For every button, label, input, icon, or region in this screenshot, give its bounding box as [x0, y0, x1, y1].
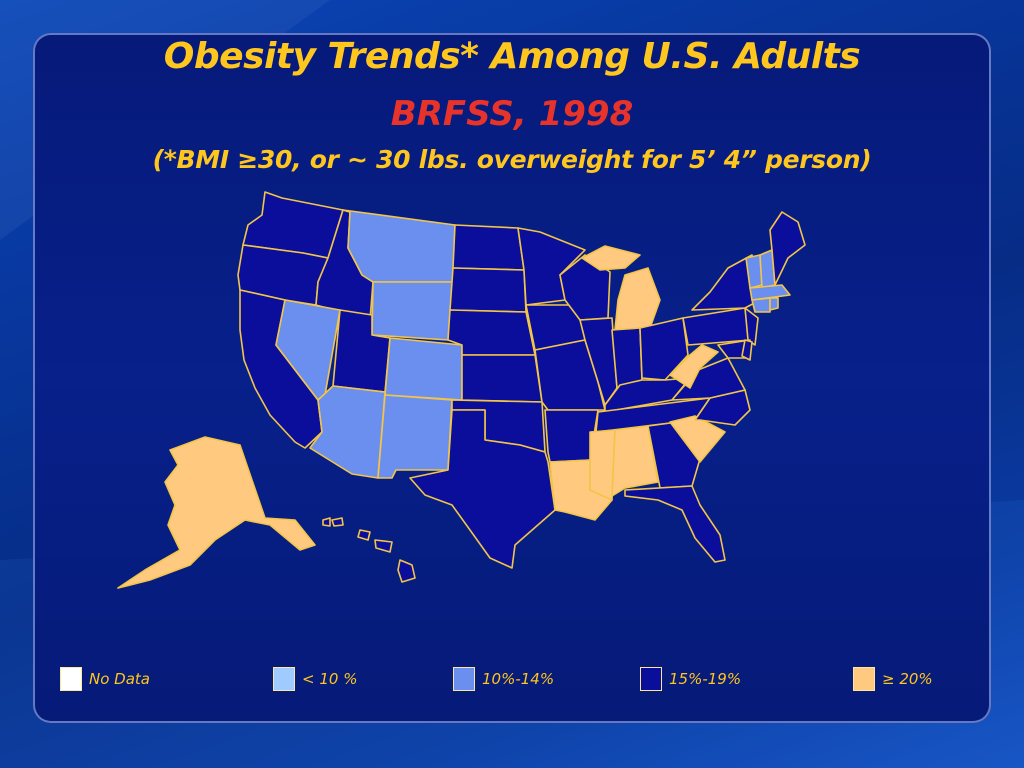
state-wy	[371, 281, 454, 341]
legend-swatch	[453, 667, 475, 691]
state-hi-2	[331, 517, 344, 527]
state-nm	[377, 394, 453, 479]
legend-label: 15%-19%	[669, 670, 742, 688]
legend-15-19: 15%-19%	[640, 665, 741, 693]
page-title: Obesity Trends* Among U.S. Adults	[163, 36, 861, 77]
state-sd	[449, 267, 527, 313]
state-wv	[669, 344, 719, 389]
legend-label: 10%-14%	[482, 670, 555, 688]
state-ms	[589, 429, 616, 501]
legend-swatch	[640, 667, 662, 691]
state-hi-5	[397, 559, 416, 583]
state-hi-3	[357, 529, 371, 541]
state-mt	[342, 209, 456, 283]
legend-10-14: 10%-14%	[453, 665, 554, 693]
state-co	[384, 337, 463, 401]
legend-no-data: No Data	[60, 665, 150, 693]
state-ri	[769, 297, 779, 311]
bmi-note: (*BMI ≥30, or ~ 30 lbs. overweight for 5…	[152, 145, 872, 174]
legend-label: ≥ 20%	[882, 670, 933, 688]
state-de	[741, 339, 753, 361]
legend-label: < 10 %	[302, 670, 358, 688]
legend-swatch	[853, 667, 875, 691]
state-sc	[669, 415, 726, 463]
state-fl	[624, 485, 726, 563]
state-nd	[452, 224, 525, 271]
legend-swatch	[273, 667, 295, 691]
legend-gte20: ≥ 20%	[853, 665, 933, 693]
state-hi-4	[374, 539, 393, 553]
state-me	[769, 211, 806, 286]
page-subtitle: BRFSS, 1998	[390, 94, 634, 134]
state-nj	[744, 307, 759, 346]
state-al	[611, 425, 659, 497]
legend-swatch	[60, 667, 82, 691]
state-ks	[461, 354, 543, 403]
state-hi-1	[322, 517, 331, 527]
state-pa	[682, 307, 751, 346]
state-ct	[751, 297, 771, 313]
state-in	[611, 327, 643, 389]
state-tx	[409, 409, 556, 569]
state-ma	[749, 284, 791, 301]
state-ak	[117, 436, 316, 589]
state-mi-upper	[581, 245, 641, 271]
state-mi	[614, 267, 661, 331]
legend-lt10: < 10 %	[273, 665, 357, 693]
state-az	[309, 385, 386, 479]
legend-label: No Data	[89, 670, 150, 688]
